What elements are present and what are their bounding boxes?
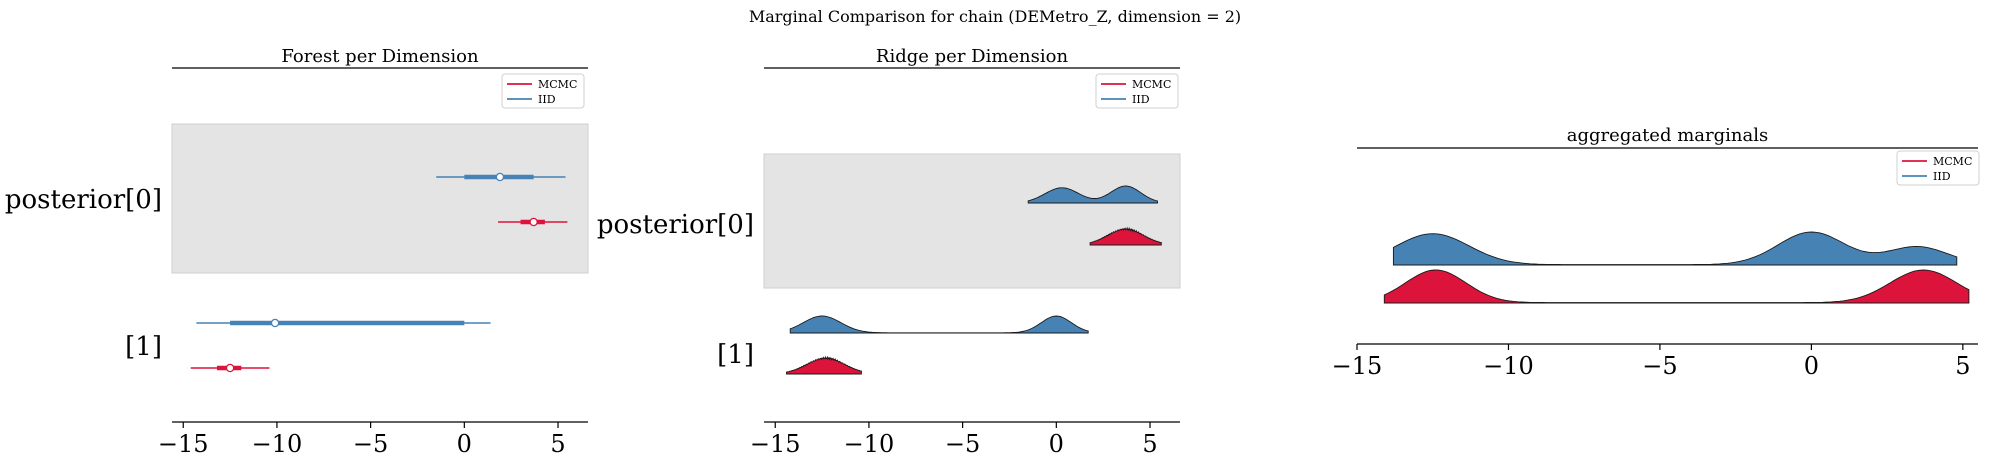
x-tick-label: −5 (353, 430, 388, 458)
x-tick-label: −10 (252, 430, 303, 458)
x-tick-label: −10 (844, 430, 895, 458)
panel-forest: Forest per Dimension posterior[0] [1] −15 −1… (5, 46, 589, 458)
figure-suptitle: Marginal Comparison for chain (DEMetro_Z… (749, 7, 1241, 26)
ridge-iid (1027, 185, 1158, 204)
y-label: posterior[0] (597, 210, 754, 240)
x-tick-label: 5 (1955, 352, 1970, 380)
x-tick-label: −15 (1332, 352, 1383, 380)
ridge-mcmc (786, 355, 862, 375)
legend-label-iid: IID (538, 93, 556, 106)
ridge-mcmc (1089, 226, 1162, 246)
ridge-mcmc (1383, 269, 1970, 304)
legend-label-mcmc: MCMC (1132, 78, 1171, 91)
legend-label-mcmc: MCMC (1933, 155, 1972, 168)
ridge-iid (1392, 231, 1958, 266)
x-tick-label: −10 (1483, 352, 1534, 380)
forest-median-mcmc (225, 363, 235, 373)
forest-median-mcmc (529, 217, 538, 227)
panel-title: Forest per Dimension (281, 46, 479, 67)
panel-title: Ridge per Dimension (876, 46, 1069, 67)
x-tick-label: 0 (457, 430, 472, 458)
forest-median-iid (495, 172, 505, 182)
x-tick-label: −5 (945, 430, 980, 458)
y-label: posterior[0] (5, 185, 162, 215)
dimension-band (763, 153, 1181, 289)
dimension-band (171, 123, 589, 274)
ridge-iid (789, 315, 1089, 334)
x-tick-label: 0 (1049, 430, 1064, 458)
x-tick-label: 5 (550, 430, 565, 458)
legend-label-mcmc: MCMC (538, 78, 577, 91)
x-tick-label: −15 (750, 430, 801, 458)
x-tick-label: −5 (1642, 352, 1677, 380)
x-tick-label: −15 (158, 430, 209, 458)
y-label: [1] (125, 332, 162, 362)
panel-aggregated: aggregated marginals −15 −10 −5 0 5 MCMC IID (1332, 125, 1980, 380)
forest-median-iid (270, 318, 280, 328)
panel-title: aggregated marginals (1567, 125, 1768, 146)
panel-ridge: Ridge per Dimension posterior[0] [1] −15 −10… (597, 46, 1181, 458)
legend-label-iid: IID (1132, 93, 1150, 106)
x-tick-label: 0 (1804, 352, 1819, 380)
y-label: [1] (717, 340, 754, 370)
legend-label-iid: IID (1933, 170, 1951, 183)
x-tick-label: 5 (1142, 430, 1157, 458)
